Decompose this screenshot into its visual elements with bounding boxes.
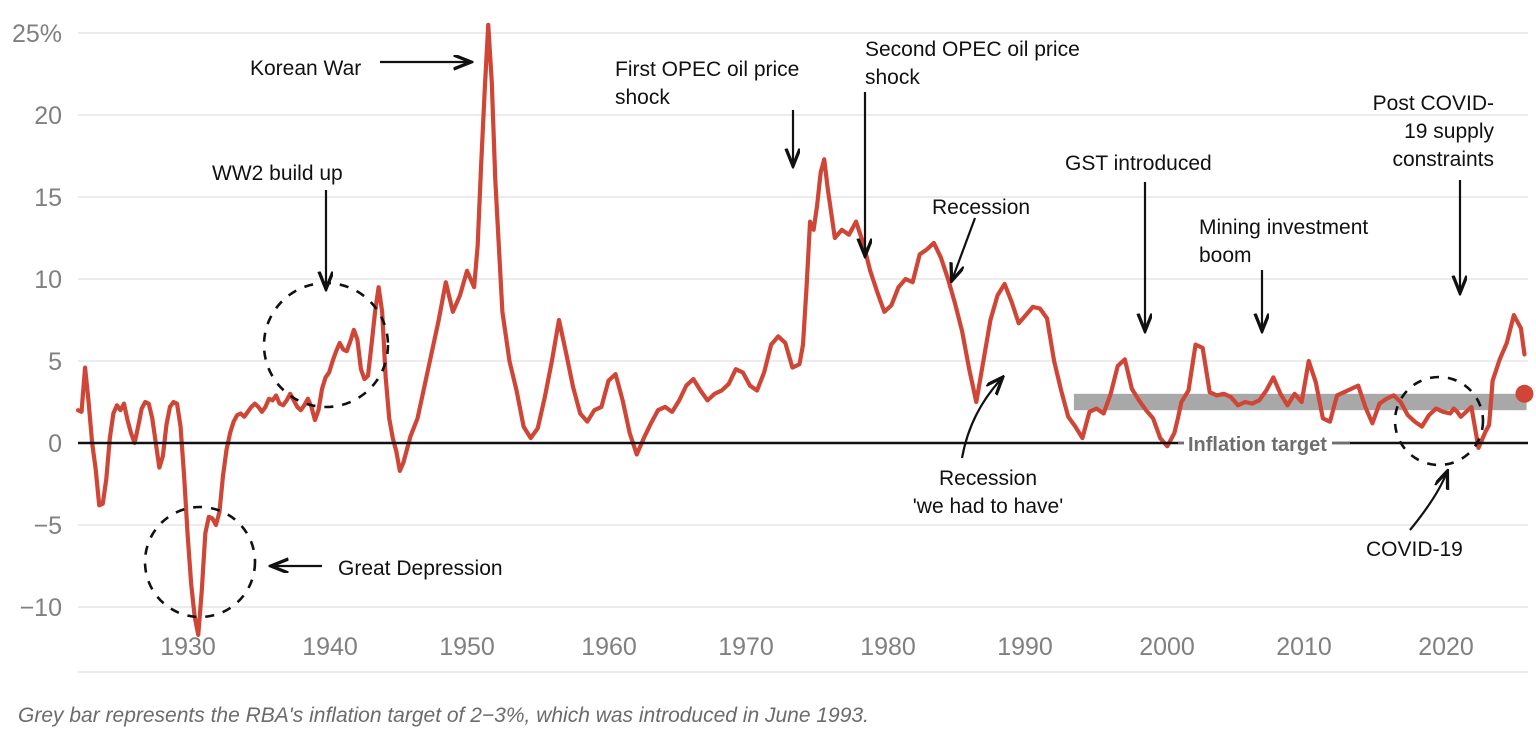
x-tick-label: 1990 — [997, 633, 1053, 661]
x-tick-label: 1930 — [160, 633, 216, 661]
annotation-korean-war: Korean War — [250, 57, 361, 80]
annotation-recession: Recession — [932, 196, 1030, 219]
inflation-target-label-bg — [1184, 428, 1332, 458]
y-tick-label: −10 — [20, 594, 62, 622]
annotation-second-opec-line1: Second OPEC oil price — [865, 38, 1080, 61]
x-tick-label: 1970 — [718, 633, 774, 661]
y-tick-label: −5 — [33, 512, 62, 540]
annotation-mining-boom-line1: Mining investment — [1199, 216, 1368, 239]
annotation-leaders — [272, 62, 1460, 566]
annotation-first-opec-line2: shock — [615, 86, 670, 109]
great-depression-highlight-circle — [143, 505, 257, 619]
covid-highlight-circle — [1393, 375, 1485, 467]
x-tick-label: 2020 — [1418, 633, 1474, 661]
series-endpoint-marker — [1515, 384, 1534, 403]
inflation-series-line — [75, 22, 1527, 637]
annotation-ww2-build-up: WW2 build up — [212, 162, 343, 185]
recession-we-had-to-have-leader — [960, 378, 1002, 459]
covid-19-leader — [1409, 472, 1447, 531]
x-tick-label: 1960 — [581, 633, 637, 661]
x-tick-label: 2000 — [1139, 633, 1195, 661]
y-tick-label: 15 — [34, 184, 62, 212]
inflation-target-label: Inflation target — [1188, 434, 1327, 456]
x-axis-labels: 1930 1940 1950 1960 1970 1980 1990 2000 … — [160, 633, 1474, 661]
annotation-mining-boom-line2: boom — [1199, 244, 1252, 267]
x-tick-label: 1980 — [860, 633, 916, 661]
y-axis-labels: 25% 20 15 10 5 0 −5 −10 — [12, 20, 62, 622]
annotation-recession-we-had-line2: 'we had to have' — [913, 495, 1063, 518]
annotation-recession-we-had-line1: Recession — [939, 467, 1037, 490]
x-tick-label: 1950 — [439, 633, 495, 661]
annotation-covid-19: COVID-19 — [1366, 538, 1463, 561]
annotation-post-covid-line3: constraints — [1392, 148, 1494, 171]
footnote-caption: Grey bar represents the RBA's inflation … — [18, 704, 869, 727]
y-tick-label: 0 — [48, 430, 62, 458]
y-tick-label: 10 — [34, 266, 62, 294]
annotation-gst-introduced: GST introduced — [1065, 152, 1212, 175]
recession-leader — [952, 217, 977, 280]
annotation-post-covid-line1: Post COVID- — [1373, 92, 1494, 115]
annotation-great-depression: Great Depression — [338, 557, 503, 580]
annotation-post-covid-line2: 19 supply — [1404, 120, 1494, 143]
y-tick-label: 5 — [48, 348, 62, 376]
x-tick-label: 1940 — [302, 633, 358, 661]
annotation-first-opec-line1: First OPEC oil price — [615, 58, 799, 81]
x-tick-label: 2010 — [1276, 633, 1332, 661]
annotations: Korean War WW2 build up First OPEC oil p… — [212, 38, 1494, 580]
y-tick-label: 20 — [34, 102, 62, 130]
annotation-second-opec-line2: shock — [865, 66, 920, 89]
y-tick-label: 25% — [12, 20, 62, 48]
